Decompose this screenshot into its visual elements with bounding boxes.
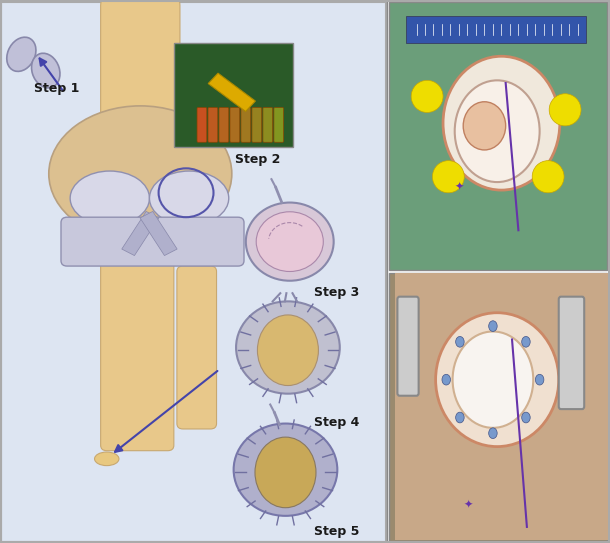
Circle shape [236, 301, 340, 394]
FancyBboxPatch shape [1, 2, 386, 542]
Ellipse shape [453, 331, 533, 428]
Ellipse shape [432, 161, 464, 193]
Text: Step 2: Step 2 [235, 153, 280, 166]
Ellipse shape [49, 106, 232, 242]
Ellipse shape [70, 171, 149, 225]
FancyBboxPatch shape [174, 43, 293, 147]
FancyBboxPatch shape [61, 217, 244, 266]
FancyBboxPatch shape [389, 273, 607, 541]
Circle shape [536, 374, 544, 385]
Ellipse shape [32, 53, 60, 88]
FancyBboxPatch shape [101, 255, 174, 451]
FancyBboxPatch shape [241, 108, 251, 142]
Ellipse shape [95, 452, 119, 465]
FancyBboxPatch shape [230, 108, 240, 142]
FancyBboxPatch shape [397, 296, 418, 396]
FancyBboxPatch shape [208, 108, 218, 142]
FancyBboxPatch shape [389, 2, 607, 270]
Text: Step 5: Step 5 [314, 525, 359, 538]
Circle shape [522, 337, 530, 347]
Circle shape [442, 374, 450, 385]
FancyBboxPatch shape [101, 0, 180, 163]
Ellipse shape [411, 80, 443, 112]
FancyBboxPatch shape [177, 266, 217, 429]
FancyBboxPatch shape [252, 108, 262, 142]
Circle shape [489, 321, 497, 331]
FancyBboxPatch shape [197, 108, 207, 142]
FancyBboxPatch shape [406, 16, 586, 43]
Ellipse shape [454, 80, 540, 182]
Ellipse shape [257, 315, 318, 386]
Circle shape [456, 412, 464, 423]
Polygon shape [208, 73, 256, 111]
Ellipse shape [549, 94, 581, 126]
Ellipse shape [532, 161, 564, 193]
Circle shape [489, 428, 497, 439]
Ellipse shape [255, 437, 316, 508]
FancyBboxPatch shape [395, 273, 608, 540]
Circle shape [234, 424, 337, 516]
FancyBboxPatch shape [274, 108, 284, 142]
FancyBboxPatch shape [263, 108, 273, 142]
Text: ✦: ✦ [463, 500, 473, 510]
Polygon shape [140, 211, 177, 256]
Ellipse shape [463, 102, 506, 150]
Text: ✦: ✦ [454, 182, 464, 192]
Ellipse shape [443, 56, 560, 190]
Polygon shape [122, 211, 159, 256]
Circle shape [456, 337, 464, 347]
Text: Step 4: Step 4 [314, 416, 359, 430]
Ellipse shape [149, 171, 229, 225]
Circle shape [522, 412, 530, 423]
Circle shape [256, 212, 323, 272]
Circle shape [246, 203, 334, 281]
Ellipse shape [436, 313, 559, 446]
Ellipse shape [7, 37, 36, 71]
Text: Step 1: Step 1 [34, 83, 79, 96]
FancyBboxPatch shape [219, 108, 229, 142]
FancyBboxPatch shape [559, 296, 584, 409]
Text: Step 3: Step 3 [314, 286, 359, 299]
